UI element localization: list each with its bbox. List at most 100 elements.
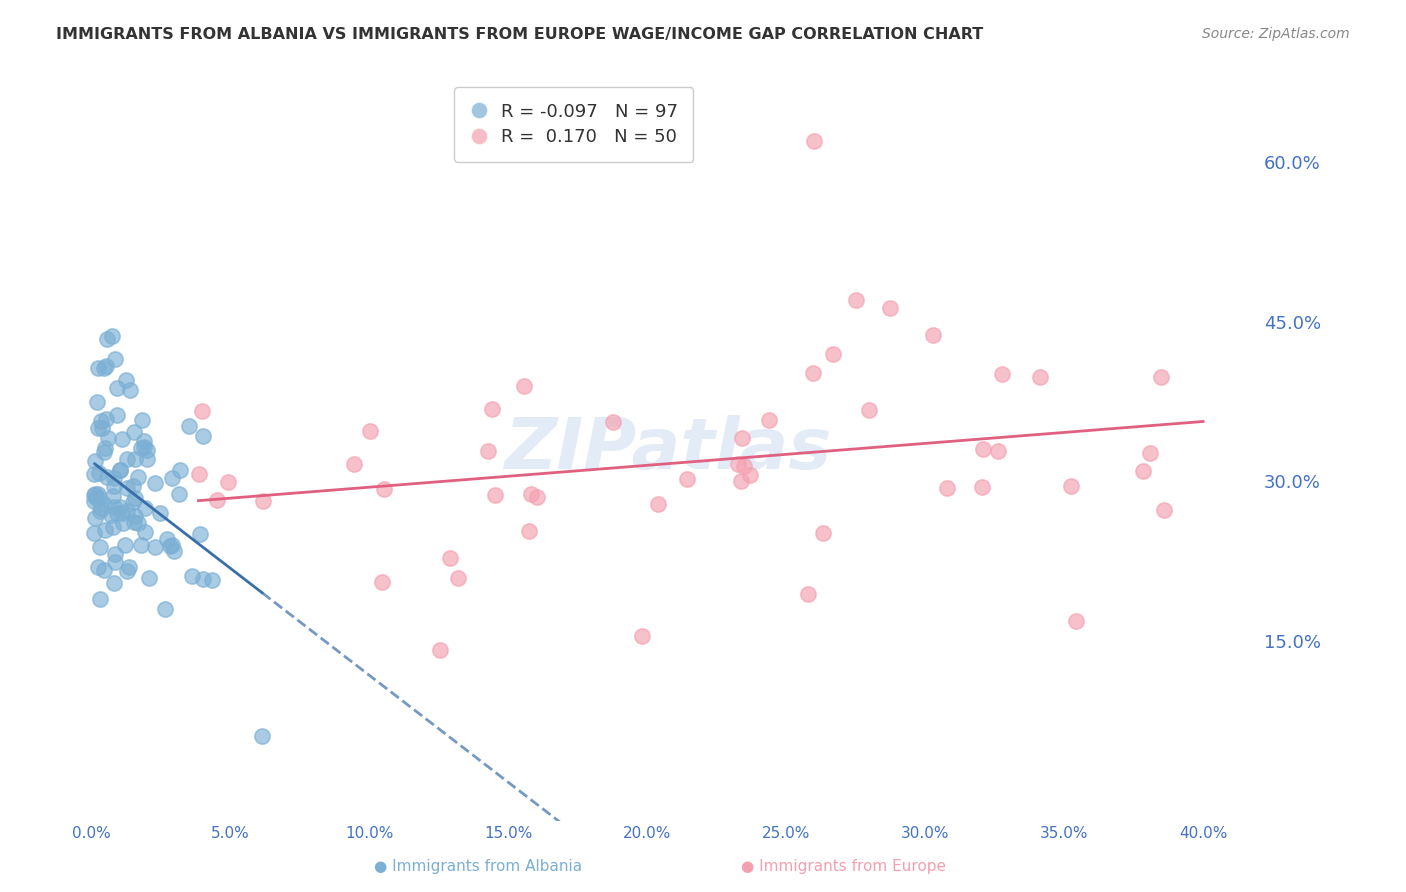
- Immigrants from Europe: [972, 442, 994, 456]
- Immigrants from Europe: [359, 424, 381, 438]
- Immigrants from Albania: [134, 524, 156, 539]
- Immigrants from Europe: [731, 430, 754, 444]
- Immigrants from Albania: [115, 565, 138, 579]
- Immigrants from Albania: [87, 560, 110, 574]
- Immigrants from Albania: [108, 463, 131, 477]
- Immigrants from Albania: [188, 527, 211, 541]
- Immigrants from Europe: [517, 524, 540, 539]
- Immigrants from Albania: [159, 539, 181, 553]
- Immigrants from Albania: [84, 491, 107, 505]
- Immigrants from Albania: [134, 434, 156, 449]
- Immigrants from Europe: [481, 401, 503, 416]
- Immigrants from Europe: [187, 467, 209, 481]
- Immigrants from Albania: [163, 544, 186, 558]
- Immigrants from Albania: [103, 470, 125, 484]
- Immigrants from Albania: [120, 383, 142, 397]
- Immigrants from Europe: [1139, 446, 1161, 460]
- Immigrants from Europe: [821, 347, 844, 361]
- Immigrants from Albania: [201, 574, 224, 588]
- Immigrants from Europe: [1060, 479, 1083, 493]
- Immigrants from Albania: [90, 414, 112, 428]
- Immigrants from Europe: [343, 457, 366, 471]
- Immigrants from Albania: [93, 360, 115, 375]
- Immigrants from Albania: [122, 425, 145, 439]
- Immigrants from Albania: [118, 560, 141, 574]
- Immigrants from Albania: [87, 487, 110, 501]
- Immigrants from Albania: [87, 421, 110, 435]
- Immigrants from Europe: [1132, 464, 1154, 478]
- Immigrants from Europe: [371, 575, 394, 590]
- Immigrants from Albania: [191, 429, 214, 443]
- Text: Source: ZipAtlas.com: Source: ZipAtlas.com: [1202, 27, 1350, 41]
- Immigrants from Europe: [217, 475, 239, 490]
- Immigrants from Albania: [124, 451, 146, 466]
- Immigrants from Albania: [83, 488, 105, 502]
- Immigrants from Europe: [520, 486, 543, 500]
- Immigrants from Albania: [87, 360, 110, 375]
- Immigrants from Europe: [987, 444, 1010, 458]
- Immigrants from Albania: [103, 479, 125, 493]
- Immigrants from Albania: [169, 487, 191, 501]
- Immigrants from Albania: [131, 413, 153, 427]
- Immigrants from Albania: [122, 495, 145, 509]
- Immigrants from Europe: [252, 494, 274, 508]
- Immigrants from Albania: [156, 532, 179, 546]
- Immigrants from Albania: [162, 471, 184, 485]
- Immigrants from Europe: [797, 587, 820, 601]
- Immigrants from Albania: [132, 440, 155, 454]
- Immigrants from Europe: [602, 415, 624, 429]
- Immigrants from Albania: [122, 515, 145, 529]
- Immigrants from Albania: [143, 476, 166, 491]
- Immigrants from Europe: [1064, 614, 1087, 628]
- Immigrants from Europe: [730, 475, 752, 489]
- Immigrants from Albania: [87, 491, 110, 505]
- Immigrants from Europe: [758, 413, 780, 427]
- Immigrants from Europe: [811, 525, 834, 540]
- Immigrants from Albania: [124, 491, 146, 505]
- Immigrants from Albania: [84, 487, 107, 501]
- Immigrants from Albania: [180, 569, 202, 583]
- Immigrants from Albania: [105, 506, 128, 520]
- Immigrants from Europe: [845, 293, 868, 307]
- Immigrants from Albania: [83, 494, 105, 508]
- Immigrants from Albania: [108, 463, 131, 477]
- Immigrants from Europe: [727, 457, 749, 471]
- Immigrants from Albania: [93, 563, 115, 577]
- Immigrants from Albania: [177, 418, 200, 433]
- Immigrants from Albania: [94, 441, 117, 455]
- Immigrants from Albania: [111, 432, 134, 446]
- Immigrants from Europe: [439, 551, 461, 566]
- Immigrants from Europe: [970, 480, 993, 494]
- Immigrants from Albania: [103, 500, 125, 514]
- Immigrants from Albania: [89, 467, 111, 481]
- Immigrants from Europe: [631, 629, 654, 643]
- Immigrants from Albania: [89, 591, 111, 606]
- Immigrants from Albania: [84, 454, 107, 468]
- Immigrants from Albania: [115, 451, 138, 466]
- Immigrants from Albania: [117, 481, 139, 495]
- Immigrants from Albania: [104, 556, 127, 570]
- Immigrants from Albania: [96, 359, 118, 374]
- Immigrants from Albania: [105, 409, 128, 423]
- Immigrants from Albania: [83, 526, 105, 541]
- Immigrants from Albania: [124, 508, 146, 523]
- Immigrants from Europe: [373, 482, 395, 496]
- Immigrants from Albania: [94, 523, 117, 537]
- Immigrants from Europe: [738, 468, 761, 483]
- Immigrants from Albania: [115, 504, 138, 518]
- Text: ● Immigrants from Albania: ● Immigrants from Albania: [374, 859, 582, 874]
- Immigrants from Albania: [89, 504, 111, 518]
- Text: IMMIGRANTS FROM ALBANIA VS IMMIGRANTS FROM EUROPE WAGE/INCOME GAP CORRELATION CH: IMMIGRANTS FROM ALBANIA VS IMMIGRANTS FR…: [56, 27, 983, 42]
- Immigrants from Albania: [84, 511, 107, 525]
- Immigrants from Albania: [96, 470, 118, 484]
- Immigrants from Albania: [89, 541, 111, 555]
- Immigrants from Albania: [103, 575, 125, 590]
- Immigrants from Albania: [101, 520, 124, 534]
- Immigrants from Europe: [733, 458, 755, 473]
- Immigrants from Albania: [153, 602, 176, 616]
- Immigrants from Albania: [86, 395, 108, 409]
- Immigrants from Albania: [105, 381, 128, 395]
- Immigrants from Europe: [205, 492, 228, 507]
- Immigrants from Albania: [104, 351, 127, 366]
- Immigrants from Albania: [162, 538, 184, 552]
